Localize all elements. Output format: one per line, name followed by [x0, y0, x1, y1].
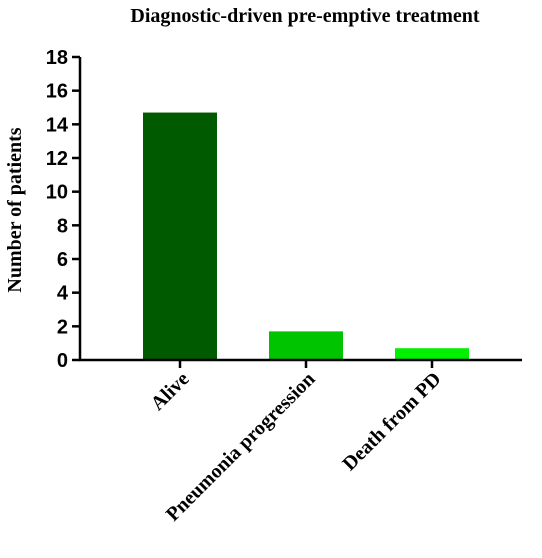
bar — [395, 348, 469, 360]
y-axis-label: Number of patients — [4, 127, 26, 292]
y-tick-label: 2 — [57, 316, 68, 338]
chart-title: Diagnostic-driven pre-emptive treatment — [130, 5, 480, 27]
bar — [269, 331, 343, 360]
y-tick-label: 14 — [46, 114, 69, 136]
y-tick-label: 16 — [46, 81, 68, 103]
x-tick-label: Alive — [147, 368, 194, 415]
bars-group — [143, 112, 469, 360]
y-tick-label: 4 — [57, 283, 69, 305]
y-tick-label: 8 — [57, 215, 68, 237]
bar — [143, 112, 217, 360]
x-tick-label: Death from PD — [338, 368, 445, 475]
y-tick-label: 10 — [46, 182, 68, 204]
y-axis-ticks: 0 2 4 6 8 10 12 14 16 18 — [46, 47, 80, 372]
y-tick-label: 6 — [57, 249, 68, 271]
y-tick-label: 12 — [46, 148, 68, 170]
y-tick-label: 18 — [46, 47, 68, 69]
y-tick-label: 0 — [57, 350, 68, 372]
x-tick-label: Pneumonia progression — [162, 368, 320, 526]
